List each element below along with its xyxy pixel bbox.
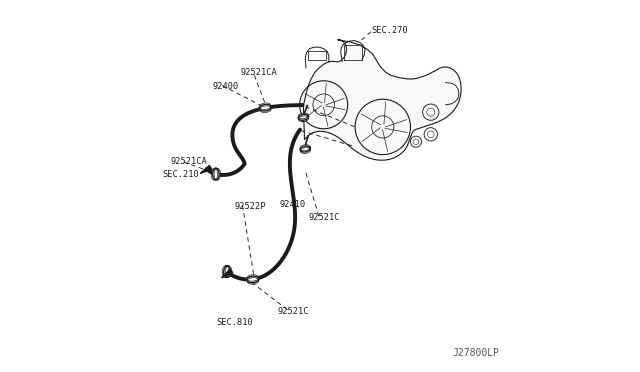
- Polygon shape: [300, 146, 310, 152]
- Polygon shape: [259, 105, 271, 111]
- Polygon shape: [298, 114, 308, 120]
- Text: 92522P: 92522P: [234, 202, 266, 211]
- Text: 92521CA: 92521CA: [241, 68, 277, 77]
- Text: 92521C: 92521C: [278, 307, 309, 316]
- Polygon shape: [221, 269, 233, 278]
- Text: 92521C: 92521C: [309, 213, 340, 222]
- Text: SEC.210: SEC.210: [162, 170, 199, 179]
- Text: SEC.810: SEC.810: [216, 318, 253, 327]
- Text: 92400: 92400: [213, 82, 239, 91]
- Text: 92410: 92410: [280, 200, 306, 209]
- Polygon shape: [212, 168, 219, 180]
- Polygon shape: [200, 166, 212, 173]
- Polygon shape: [224, 266, 230, 278]
- Polygon shape: [303, 40, 461, 160]
- Polygon shape: [247, 276, 259, 283]
- Text: 92521CA: 92521CA: [170, 157, 207, 166]
- Text: SEC.270: SEC.270: [371, 26, 408, 35]
- Text: J27800LP: J27800LP: [452, 348, 499, 358]
